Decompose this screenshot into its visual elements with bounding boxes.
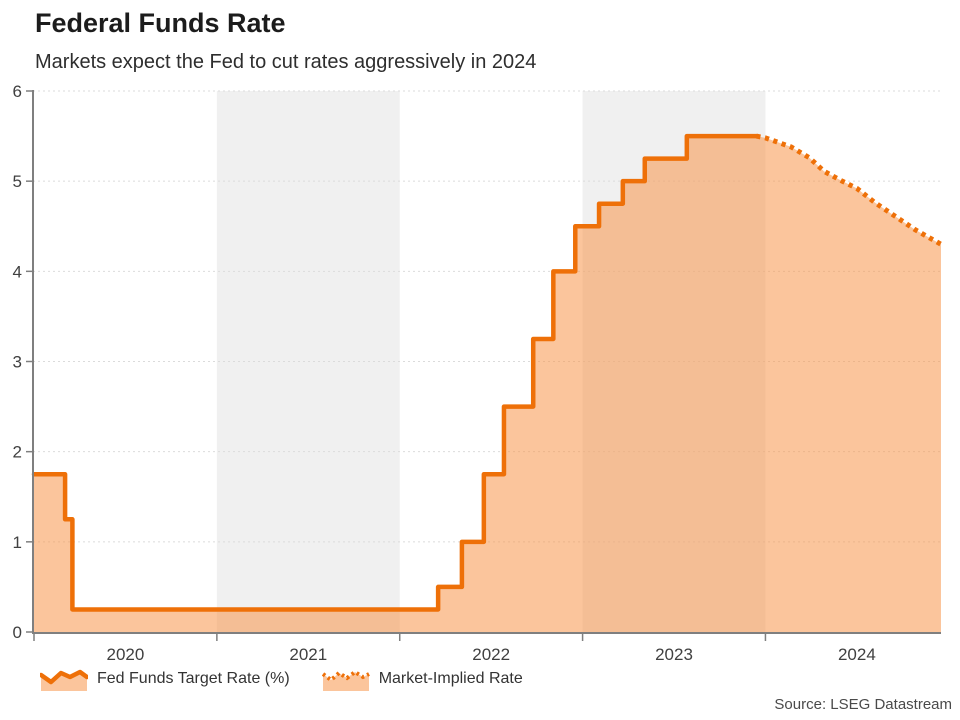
market-implied-line: [755, 133, 943, 247]
legend-item-target-rate: Fed Funds Target Rate (%): [40, 666, 290, 692]
x-tick-label: 2023: [655, 645, 693, 664]
y-tick-label: 3: [13, 353, 22, 372]
x-tick-label: 2022: [472, 645, 510, 664]
rate-area-fill: [34, 136, 941, 633]
legend-label-target-rate: Fed Funds Target Rate (%): [97, 670, 290, 687]
y-tick-label: 4: [13, 262, 22, 281]
y-tick-label: 0: [13, 623, 22, 642]
y-tick-label: 6: [13, 82, 22, 101]
legend: Fed Funds Target Rate (%) Market-Implied…: [40, 666, 523, 692]
x-tick-label: 2024: [838, 645, 876, 664]
chart-title: Federal Funds Rate: [35, 8, 286, 38]
y-tick-label: 5: [13, 172, 22, 191]
legend-item-market-implied: Market-Implied Rate: [321, 666, 523, 692]
y-tick-label: 1: [13, 533, 22, 552]
source-credit: Source: LSEG Datastream: [774, 696, 952, 713]
area-line-icon: [40, 669, 88, 691]
target-rate-line: [31, 133, 759, 612]
x-tick-label: 2020: [107, 645, 145, 664]
legend-label-market-implied: Market-Implied Rate: [378, 670, 523, 687]
y-tick-label: 2: [13, 443, 22, 462]
chart-subtitle: Markets expect the Fed to cut rates aggr…: [35, 51, 537, 73]
dotted-line-icon: [321, 669, 370, 691]
x-tick-label: 2021: [289, 645, 327, 664]
